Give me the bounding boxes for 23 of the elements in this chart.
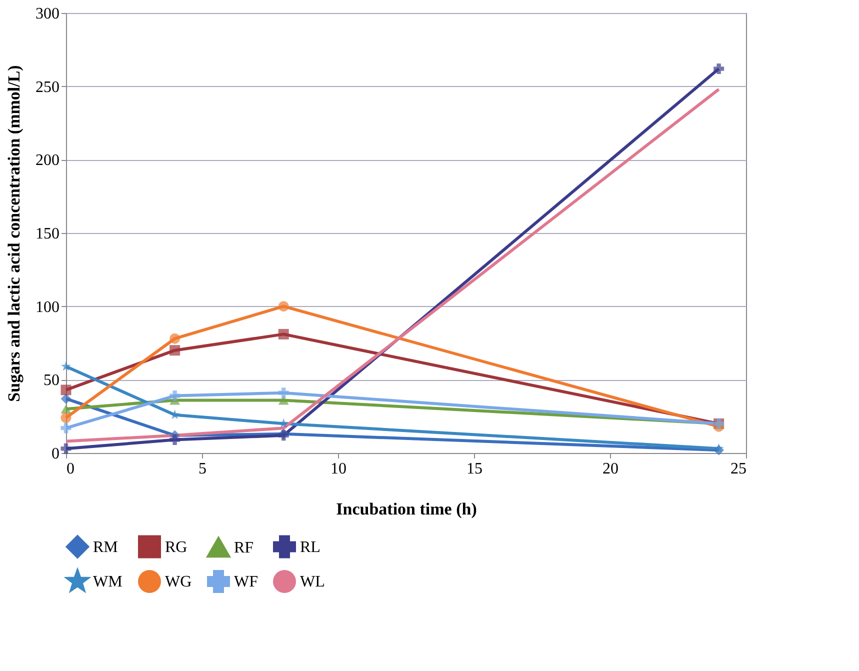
x-tick-label: 0 <box>66 460 74 478</box>
y-tick-label: 50 <box>44 372 60 390</box>
x-axis-title: Incubation time (h) <box>336 500 477 518</box>
legend-label: WM <box>93 574 122 590</box>
legend-label: RM <box>93 538 118 556</box>
x-tick-label: 20 <box>602 460 618 478</box>
legend-label: RF <box>234 539 254 556</box>
y-tick-label: 200 <box>36 152 60 170</box>
y-axis-title: Sugars and lactic acid concentration (mmol/L) <box>4 65 24 402</box>
y-tick-label: 100 <box>36 298 60 316</box>
legend-label: WL <box>300 574 325 590</box>
x-tick-label: 10 <box>330 460 346 478</box>
legend-label: WG <box>165 574 192 590</box>
x-tick-label: 25 <box>730 460 746 478</box>
y-tick-label: 150 <box>36 226 60 242</box>
legend-label: RL <box>300 538 320 556</box>
y-tick-label: 250 <box>36 78 60 96</box>
y-tick-label: 300 <box>36 6 60 22</box>
x-tick-label: 15 <box>466 460 482 478</box>
legend-label: WF <box>234 574 258 590</box>
y-tick-label: 0 <box>52 446 60 462</box>
legend-label: RG <box>165 538 188 556</box>
x-tick-label: 5 <box>198 460 206 478</box>
